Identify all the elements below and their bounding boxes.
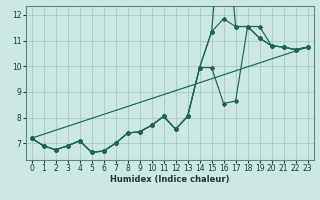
- X-axis label: Humidex (Indice chaleur): Humidex (Indice chaleur): [110, 175, 229, 184]
